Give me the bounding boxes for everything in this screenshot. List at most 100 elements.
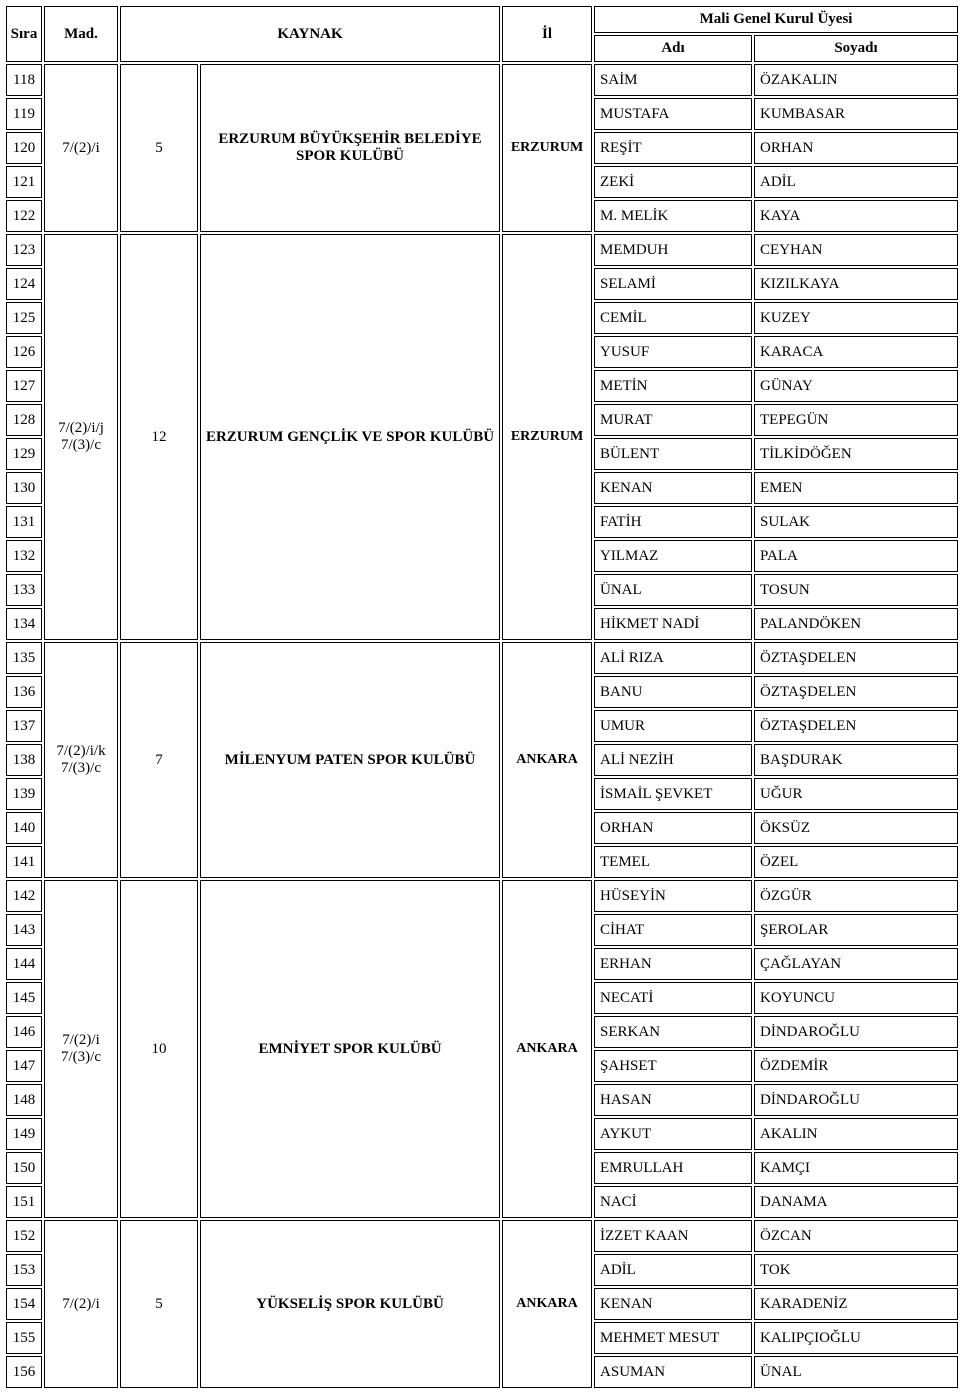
cell-sira: 131 bbox=[6, 506, 42, 538]
cell-il: ANKARA bbox=[502, 880, 592, 1218]
cell-adi: REŞİT bbox=[594, 132, 752, 164]
cell-sira: 153 bbox=[6, 1254, 42, 1286]
cell-adi: YUSUF bbox=[594, 336, 752, 368]
cell-soyadi: ÇAĞLAYAN bbox=[754, 948, 958, 980]
cell-soyadi: TİLKİDÖĞEN bbox=[754, 438, 958, 470]
cell-adi: NACİ bbox=[594, 1186, 752, 1218]
cell-sira: 144 bbox=[6, 948, 42, 980]
cell-soyadi: KARACA bbox=[754, 336, 958, 368]
cell-il: ANKARA bbox=[502, 642, 592, 878]
cell-soyadi: DANAMA bbox=[754, 1186, 958, 1218]
cell-sira: 142 bbox=[6, 880, 42, 912]
cell-sira: 148 bbox=[6, 1084, 42, 1116]
cell-adi: ŞAHSET bbox=[594, 1050, 752, 1082]
cell-sira: 154 bbox=[6, 1288, 42, 1320]
cell-mad: 7/(2)/i 7/(3)/c bbox=[44, 880, 118, 1218]
cell-adi: ADİL bbox=[594, 1254, 752, 1286]
cell-adi: ERHAN bbox=[594, 948, 752, 980]
cell-soyadi: UĞUR bbox=[754, 778, 958, 810]
cell-sira: 127 bbox=[6, 370, 42, 402]
cell-count: 5 bbox=[120, 64, 198, 232]
table-row: 1357/(2)/i/k 7/(3)/c7MİLENYUM PATEN SPOR… bbox=[6, 642, 958, 674]
cell-sira: 146 bbox=[6, 1016, 42, 1048]
cell-adi: İZZET KAAN bbox=[594, 1220, 752, 1252]
cell-sira: 128 bbox=[6, 404, 42, 436]
cell-sira: 143 bbox=[6, 914, 42, 946]
cell-adi: SAİM bbox=[594, 64, 752, 96]
cell-sira: 129 bbox=[6, 438, 42, 470]
cell-adi: CEMİL bbox=[594, 302, 752, 334]
header-mali-genel-kurul-uyesi: Mali Genel Kurul Üyesi bbox=[594, 6, 958, 33]
cell-kaynak: EMNİYET SPOR KULÜBÜ bbox=[200, 880, 500, 1218]
cell-sira: 125 bbox=[6, 302, 42, 334]
cell-sira: 136 bbox=[6, 676, 42, 708]
cell-soyadi: KIZILKAYA bbox=[754, 268, 958, 300]
cell-il: ERZURUM bbox=[502, 64, 592, 232]
cell-adi: ORHAN bbox=[594, 812, 752, 844]
cell-adi: MEMDUH bbox=[594, 234, 752, 266]
cell-kaynak: ERZURUM BÜYÜKŞEHİR BELEDİYE SPOR KULÜBÜ bbox=[200, 64, 500, 232]
cell-soyadi: KALIPÇIOĞLU bbox=[754, 1322, 958, 1354]
cell-soyadi: KAMÇI bbox=[754, 1152, 958, 1184]
cell-soyadi: ÖZTAŞDELEN bbox=[754, 642, 958, 674]
cell-sira: 123 bbox=[6, 234, 42, 266]
cell-sira: 130 bbox=[6, 472, 42, 504]
cell-soyadi: PALA bbox=[754, 540, 958, 572]
cell-soyadi: DİNDAROĞLU bbox=[754, 1016, 958, 1048]
cell-sira: 133 bbox=[6, 574, 42, 606]
cell-adi: ALİ NEZİH bbox=[594, 744, 752, 776]
cell-sira: 149 bbox=[6, 1118, 42, 1150]
cell-soyadi: EMEN bbox=[754, 472, 958, 504]
cell-sira: 124 bbox=[6, 268, 42, 300]
cell-sira: 120 bbox=[6, 132, 42, 164]
cell-sira: 152 bbox=[6, 1220, 42, 1252]
header-sira: Sıra bbox=[6, 6, 42, 62]
cell-adi: METİN bbox=[594, 370, 752, 402]
cell-adi: AYKUT bbox=[594, 1118, 752, 1150]
cell-kaynak: MİLENYUM PATEN SPOR KULÜBÜ bbox=[200, 642, 500, 878]
cell-adi: ZEKİ bbox=[594, 166, 752, 198]
cell-mad: 7/(2)/i/k 7/(3)/c bbox=[44, 642, 118, 878]
cell-sira: 119 bbox=[6, 98, 42, 130]
cell-adi: BÜLENT bbox=[594, 438, 752, 470]
cell-adi: CİHAT bbox=[594, 914, 752, 946]
cell-sira: 147 bbox=[6, 1050, 42, 1082]
cell-adi: UMUR bbox=[594, 710, 752, 742]
cell-soyadi: PALANDÖKEN bbox=[754, 608, 958, 640]
header-il: İl bbox=[502, 6, 592, 62]
cell-soyadi: BAŞDURAK bbox=[754, 744, 958, 776]
cell-adi: ALİ RIZA bbox=[594, 642, 752, 674]
cell-adi: HÜSEYİN bbox=[594, 880, 752, 912]
table-row: 1187/(2)/i5ERZURUM BÜYÜKŞEHİR BELEDİYE S… bbox=[6, 64, 958, 96]
cell-soyadi: ÖZAKALIN bbox=[754, 64, 958, 96]
cell-soyadi: KOYUNCU bbox=[754, 982, 958, 1014]
cell-sira: 155 bbox=[6, 1322, 42, 1354]
cell-adi: FATİH bbox=[594, 506, 752, 538]
cell-sira: 139 bbox=[6, 778, 42, 810]
cell-soyadi: ÖZCAN bbox=[754, 1220, 958, 1252]
cell-soyadi: SULAK bbox=[754, 506, 958, 538]
cell-soyadi: ÖZTAŞDELEN bbox=[754, 676, 958, 708]
header-soyadi: Soyadı bbox=[754, 35, 958, 62]
cell-soyadi: TOK bbox=[754, 1254, 958, 1286]
header-kaynak: KAYNAK bbox=[120, 6, 500, 62]
cell-sira: 150 bbox=[6, 1152, 42, 1184]
cell-adi: MUSTAFA bbox=[594, 98, 752, 130]
cell-soyadi: AKALIN bbox=[754, 1118, 958, 1150]
cell-sira: 132 bbox=[6, 540, 42, 572]
cell-adi: MURAT bbox=[594, 404, 752, 436]
cell-soyadi: ORHAN bbox=[754, 132, 958, 164]
cell-adi: YILMAZ bbox=[594, 540, 752, 572]
cell-sira: 140 bbox=[6, 812, 42, 844]
cell-soyadi: CEYHAN bbox=[754, 234, 958, 266]
cell-count: 12 bbox=[120, 234, 198, 640]
table-row: 1527/(2)/i5YÜKSELİŞ SPOR KULÜBÜANKARAİZZ… bbox=[6, 1220, 958, 1252]
header-adi: Adı bbox=[594, 35, 752, 62]
cell-soyadi: KAYA bbox=[754, 200, 958, 232]
cell-adi: MEHMET MESUT bbox=[594, 1322, 752, 1354]
cell-mad: 7/(2)/i bbox=[44, 64, 118, 232]
cell-soyadi: ÖZGÜR bbox=[754, 880, 958, 912]
cell-soyadi: ÖZEL bbox=[754, 846, 958, 878]
cell-adi: BANU bbox=[594, 676, 752, 708]
cell-adi: ASUMAN bbox=[594, 1356, 752, 1388]
